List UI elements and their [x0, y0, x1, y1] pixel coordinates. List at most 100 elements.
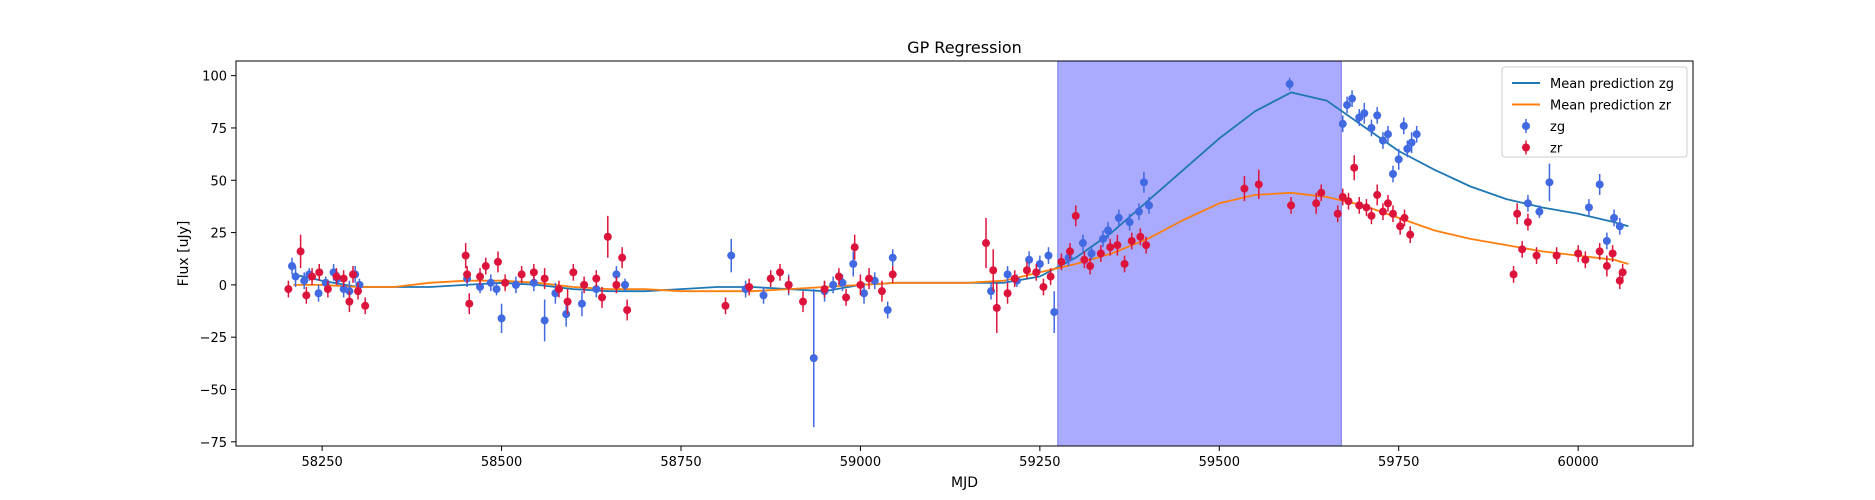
- legend-marker-swatch: [1522, 122, 1530, 130]
- plot-frame: [235, 60, 1694, 447]
- data-point: [1388, 209, 1397, 218]
- data-point: [354, 287, 363, 296]
- data-point: [1106, 243, 1115, 252]
- data-point: [332, 272, 341, 281]
- data-point: [592, 285, 601, 294]
- data-point: [1509, 270, 1518, 279]
- data-point: [1127, 236, 1136, 245]
- data-point: [463, 270, 472, 279]
- data-point: [776, 268, 785, 277]
- legend: Mean prediction zg Mean prediction zr zg zr: [1501, 66, 1688, 158]
- data-point: [1125, 218, 1134, 227]
- data-point: [1360, 109, 1369, 118]
- data-point: [1523, 218, 1532, 227]
- data-point: [315, 268, 324, 277]
- data-point: [302, 291, 311, 300]
- data-point: [1412, 130, 1421, 139]
- data-point: [621, 280, 630, 289]
- series-zr: [284, 155, 1627, 334]
- x-tick-label: 58250: [301, 455, 342, 470]
- data-point: [865, 274, 874, 283]
- data-point: [314, 289, 323, 298]
- data-point: [834, 272, 843, 281]
- data-point: [842, 293, 851, 302]
- y-tick-label: −50: [200, 384, 227, 399]
- data-point: [1362, 203, 1371, 212]
- data-point: [1096, 249, 1105, 258]
- data-point: [517, 270, 526, 279]
- data-point: [1287, 201, 1296, 210]
- data-point: [1399, 121, 1408, 130]
- data-point: [1114, 213, 1123, 222]
- data-point: [339, 274, 348, 283]
- data-point: [850, 243, 859, 252]
- data-point: [529, 268, 538, 277]
- data-point: [1545, 178, 1554, 187]
- data-point: [1406, 230, 1415, 239]
- data-point: [1025, 255, 1034, 264]
- data-point: [1535, 207, 1544, 216]
- data-point: [1338, 119, 1347, 128]
- data-point: [361, 301, 370, 310]
- highlight-span: [1057, 60, 1342, 447]
- legend-marker-swatch: [1522, 143, 1530, 152]
- y-tick-label: −25: [200, 331, 227, 346]
- data-point: [1378, 136, 1387, 145]
- data-point: [287, 262, 296, 271]
- data-point: [809, 354, 818, 363]
- data-point: [612, 270, 621, 279]
- data-point: [1099, 234, 1108, 243]
- tick-layer: 58250 58500 58750 59000 59250 59500 59750 60000…: [200, 70, 1599, 470]
- data-point: [1367, 211, 1376, 220]
- data-point: [323, 285, 332, 294]
- data-point: [1378, 207, 1387, 216]
- x-tick-label: 59750: [1378, 455, 1419, 470]
- y-tick-label: 25: [210, 227, 227, 242]
- data-point: [598, 293, 607, 302]
- x-axis-label: MJD: [951, 475, 978, 491]
- data-point: [982, 239, 991, 248]
- data-point: [1407, 138, 1416, 147]
- data-point: [540, 316, 549, 325]
- data-point: [856, 280, 865, 289]
- legend-entry-label: Mean prediction zg: [1550, 77, 1674, 92]
- data-point: [989, 266, 998, 275]
- x-tick-label: 58750: [660, 455, 701, 470]
- data-point: [1142, 241, 1151, 250]
- data-point: [562, 310, 571, 319]
- data-point: [1057, 257, 1066, 266]
- data-point: [1035, 259, 1044, 268]
- data-point: [296, 247, 305, 256]
- data-point: [348, 270, 357, 279]
- data-point: [1134, 207, 1143, 216]
- data-point: [300, 276, 309, 285]
- data-point: [838, 278, 847, 287]
- data-point: [1003, 289, 1012, 298]
- data-point: [1532, 251, 1541, 260]
- y-tick-label: 50: [210, 174, 227, 189]
- data-point: [1595, 180, 1604, 189]
- data-point: [592, 274, 601, 283]
- data-point: [577, 299, 586, 308]
- data-point: [1039, 282, 1048, 291]
- data-point: [1120, 259, 1129, 268]
- data-point: [1086, 262, 1095, 271]
- legend-entry-label: zr: [1550, 142, 1563, 157]
- data-point: [745, 282, 754, 291]
- data-point: [1104, 226, 1113, 235]
- data-point: [860, 289, 869, 298]
- data-point: [766, 274, 775, 283]
- data-point: [529, 278, 538, 287]
- data-point: [1333, 209, 1342, 218]
- data-point: [721, 301, 730, 310]
- data-point: [1552, 251, 1561, 260]
- y-axis-label: Flux [uJy]: [176, 221, 192, 287]
- data-point: [883, 305, 892, 314]
- data-point: [486, 278, 495, 287]
- data-point: [1344, 197, 1353, 206]
- data-point: [1050, 308, 1059, 317]
- data-point: [1071, 211, 1080, 220]
- x-tick-label: 59000: [840, 455, 881, 470]
- data-point: [992, 303, 1001, 312]
- x-tick-label: 59500: [1199, 455, 1240, 470]
